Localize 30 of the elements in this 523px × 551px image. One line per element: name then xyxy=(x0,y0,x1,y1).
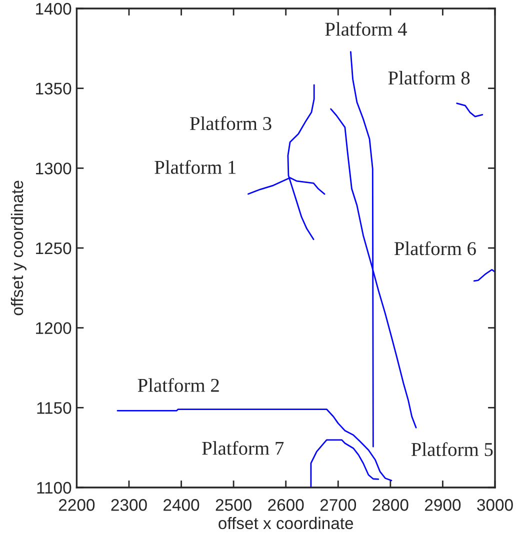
line-series xyxy=(310,439,380,488)
x-tick-label: 2900 xyxy=(425,499,461,511)
y-tick-label: 1200 xyxy=(36,322,72,334)
y-tick-label: 1300 xyxy=(36,162,72,174)
x-tick-label: 2200 xyxy=(59,499,95,511)
x-axis-title: offset x coordinate xyxy=(218,516,354,530)
x-tick-label: 2600 xyxy=(268,499,304,511)
series-label: Platform 1 xyxy=(154,160,236,174)
line-series xyxy=(116,408,392,482)
x-tick-label: 2700 xyxy=(320,499,356,511)
x-tick-label: 2800 xyxy=(372,499,408,511)
y-tick-label: 1150 xyxy=(37,402,72,414)
y-tick-label: 1250 xyxy=(36,242,72,254)
series-label: Platform 6 xyxy=(394,241,476,256)
series-label: Platform 2 xyxy=(138,378,219,392)
series-label: Platform 3 xyxy=(190,116,272,130)
x-tick-label: 2500 xyxy=(216,499,252,511)
y-tick-label: 1350 xyxy=(36,82,72,95)
y-tick-label: 1400 xyxy=(36,2,72,15)
x-tick-label: 2300 xyxy=(111,499,147,511)
y-tick-label: 1100 xyxy=(37,482,72,494)
x-tick-label: 2400 xyxy=(164,499,200,511)
series-label: Platform 8 xyxy=(388,70,470,85)
series-label: Platform 4 xyxy=(325,22,407,36)
series-label: Platform 7 xyxy=(202,440,284,455)
line-series xyxy=(456,102,484,118)
line-series xyxy=(473,269,495,282)
series-label: Platform 5 xyxy=(411,442,493,456)
y-axis-title: offset y coordinate xyxy=(10,180,26,316)
x-tick-label: 3000 xyxy=(477,499,513,511)
